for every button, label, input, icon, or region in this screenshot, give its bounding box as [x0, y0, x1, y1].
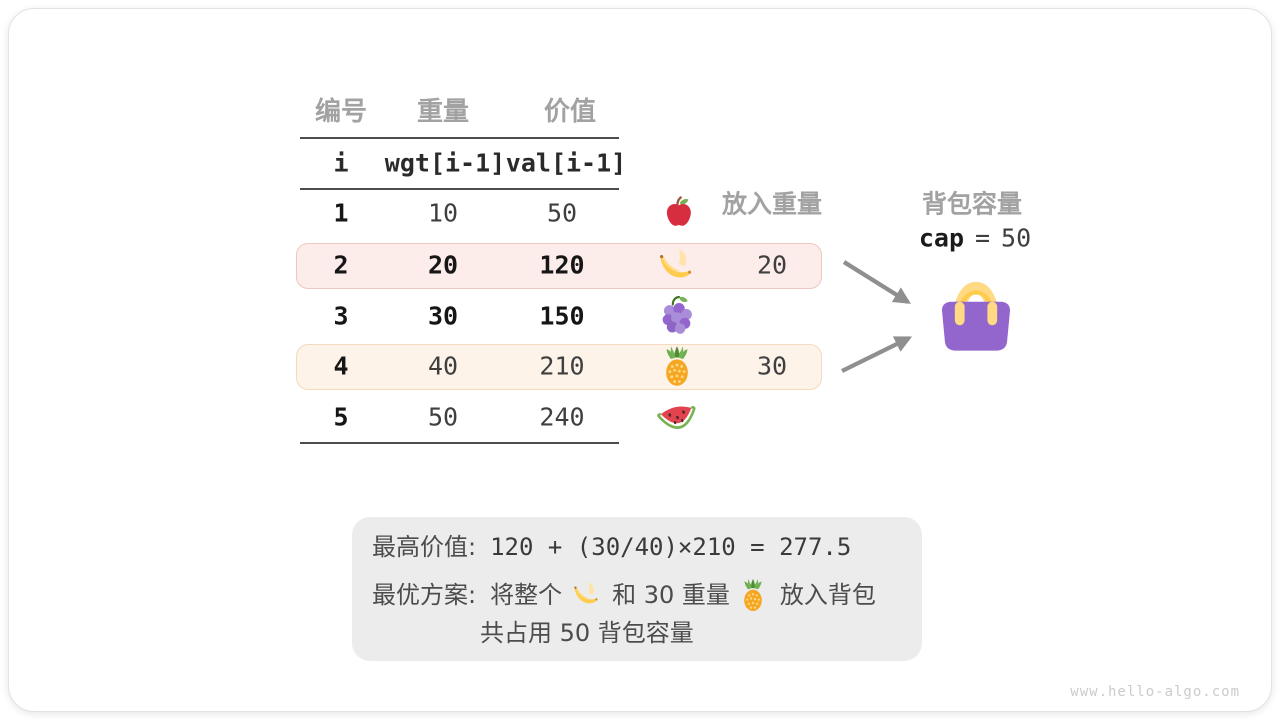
- arrow-banana-to-bag: [842, 260, 911, 304]
- banana-icon-small: [572, 578, 602, 612]
- watermelon-icon: [657, 397, 697, 437]
- best-plan-seg1: 将整个: [490, 581, 563, 609]
- capacity-var: cap: [918, 223, 964, 253]
- row-1-weight: 10: [427, 198, 459, 228]
- table-rule-bottom: [300, 441, 619, 444]
- row-1-index: 1: [333, 198, 349, 228]
- table-rule-mid: [300, 187, 619, 190]
- max-value-label: 最高价值:: [372, 533, 477, 561]
- code-header-val: val[i-1]: [505, 148, 627, 178]
- summary-line-2: 最优方案: 将整个 和 30 重量 放入背包: [372, 578, 876, 612]
- best-plan-label: 最优方案:: [372, 581, 477, 609]
- capacity-equation: cap = 50: [919, 226, 1031, 251]
- row-5-value: 240: [539, 402, 585, 432]
- highlight-row-pineapple: [296, 344, 822, 390]
- row-3-index: 3: [333, 301, 349, 331]
- row-4-put-in: 30: [756, 351, 788, 381]
- arrows-to-bag: [841, 260, 913, 373]
- row-1-value: 50: [546, 198, 578, 228]
- handbag-icon: [932, 262, 1020, 356]
- max-value-expression: 120 + (30/40)×210 = 277.5: [490, 533, 852, 561]
- grapes-icon: [658, 295, 696, 337]
- row-2-value: 120: [539, 250, 585, 280]
- summary-line-1: 最高价值: 120 + (30/40)×210 = 277.5: [372, 535, 851, 559]
- code-header-wgt: wgt[i-1]: [384, 148, 506, 178]
- col-header-weight: 重量: [416, 97, 470, 127]
- row-4-value: 210: [539, 351, 585, 381]
- pineapple-icon-small: [740, 578, 770, 612]
- row-3-weight: 30: [427, 301, 459, 331]
- capacity-used-text: 共占用 50 背包容量: [480, 619, 694, 647]
- arrow-pineapple-to-bag: [841, 336, 913, 373]
- pineapple-icon: [661, 345, 693, 387]
- apple-icon: [660, 195, 694, 231]
- row-4-index: 4: [333, 351, 349, 381]
- capacity-value: 50: [1001, 223, 1032, 253]
- row-2-put-in: 20: [756, 250, 788, 280]
- summary-box: [352, 517, 922, 661]
- capacity-equals: =: [974, 223, 991, 253]
- highlight-row-banana: [296, 242, 822, 289]
- col-header-id: 编号: [314, 97, 368, 127]
- col-header-value: 价值: [543, 97, 597, 127]
- best-plan-seg3: 放入背包: [779, 581, 876, 609]
- row-5-weight: 50: [427, 402, 459, 432]
- row-5-index: 5: [333, 402, 349, 432]
- banana-icon: [657, 245, 697, 285]
- code-header-i: i: [333, 148, 349, 178]
- knapsack-capacity-label: 背包容量: [921, 189, 1023, 219]
- row-4-weight: 40: [427, 351, 459, 381]
- table-rule-top: [300, 136, 619, 139]
- row-2-index: 2: [333, 250, 349, 280]
- summary-line-3: 共占用 50 背包容量: [480, 621, 694, 645]
- row-2-weight: 20: [427, 250, 459, 280]
- row-3-value: 150: [539, 301, 585, 331]
- watermark: www.hello-algo.com: [1070, 684, 1240, 700]
- put-in-weight-label: 放入重量: [721, 189, 823, 219]
- best-plan-seg2: 和 30 重量: [612, 581, 730, 609]
